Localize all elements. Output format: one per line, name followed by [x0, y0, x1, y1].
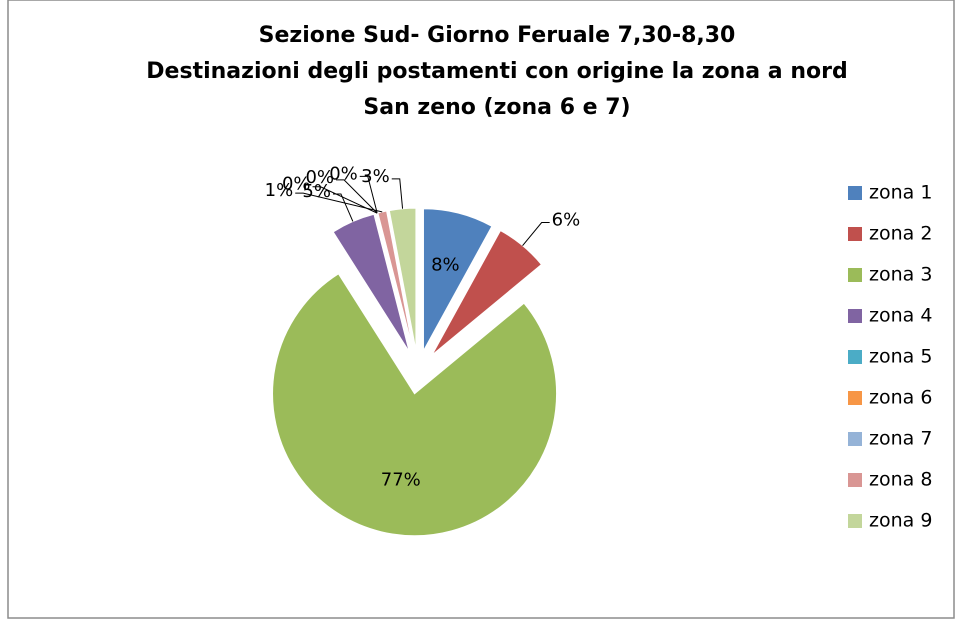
leader-line	[522, 222, 550, 246]
legend-label: zona 2	[869, 223, 932, 245]
chart-title: Sezione Sud- Giorno Feruale 7,30-8,30	[259, 23, 736, 48]
data-label: 5%	[302, 181, 331, 202]
data-label: 0%	[305, 167, 334, 188]
leader-line	[336, 179, 378, 214]
legend-swatch	[848, 391, 862, 405]
leader-line	[359, 175, 378, 214]
legend-label: zona 6	[869, 387, 932, 409]
legend-label: zona 4	[869, 305, 932, 327]
data-label: 3%	[361, 166, 390, 187]
chart-title: Destinazioni degli postamenti con origin…	[146, 59, 847, 84]
leader-line	[312, 186, 378, 214]
pie-slice	[377, 210, 414, 351]
data-label: 0%	[282, 174, 311, 195]
pie-slice	[332, 213, 410, 353]
legend-label: zona 8	[869, 469, 932, 491]
legend-label: zona 7	[869, 428, 932, 450]
legend-swatch	[848, 473, 862, 487]
leader-line	[295, 192, 383, 213]
pie-slice	[431, 229, 543, 356]
legend-swatch	[848, 514, 862, 528]
legend-label: zona 9	[869, 510, 932, 532]
chart-title: San zeno (zona 6 e 7)	[363, 95, 630, 120]
pie-slice	[272, 273, 558, 537]
legend-swatch	[848, 227, 862, 241]
legend-label: zona 5	[869, 346, 932, 368]
data-label: 8%	[431, 254, 460, 275]
pie-slice	[388, 207, 417, 351]
legend-swatch	[848, 186, 862, 200]
legend-label: zona 1	[869, 182, 932, 204]
pie-slice	[422, 208, 493, 351]
data-label: 1%	[265, 180, 294, 201]
legend-swatch	[848, 309, 862, 323]
data-label: 77%	[381, 470, 421, 491]
data-label: 0%	[329, 163, 358, 184]
legend-swatch	[848, 432, 862, 446]
data-label: 6%	[552, 210, 581, 231]
legend-swatch	[848, 350, 862, 364]
leader-line	[391, 178, 404, 209]
legend-swatch	[848, 268, 862, 282]
legend-label: zona 3	[869, 264, 932, 286]
